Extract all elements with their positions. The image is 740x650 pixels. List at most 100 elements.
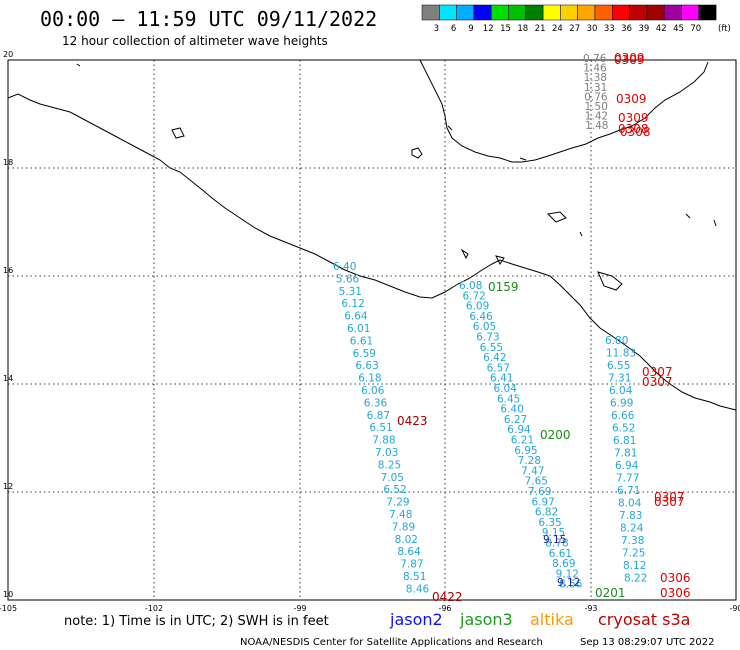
- colorbar-swatch: [698, 4, 717, 21]
- colorbar-unit: (ft): [718, 24, 731, 34]
- colorbar-label: 36: [621, 24, 632, 34]
- lat-label: 14: [3, 374, 13, 383]
- wave-height-value: 7.48: [389, 509, 412, 521]
- wave-height-value: 6.52: [383, 484, 406, 496]
- colorbar-label: 3: [434, 24, 439, 34]
- legend-jason2: jason2: [389, 610, 443, 629]
- colorbar-label: 27: [569, 24, 580, 34]
- wave-height-value: 6.72: [462, 290, 485, 302]
- pass-time-label: 0200: [540, 428, 571, 442]
- wave-height-value: 6.42: [483, 352, 506, 364]
- colorbar-swatch: [439, 4, 457, 21]
- colorbar-label: 15: [500, 24, 511, 34]
- pass-time-label: 0307: [654, 490, 685, 504]
- wave-height-value: 7.28: [518, 455, 541, 467]
- lat-label: 18: [3, 158, 13, 167]
- pass-time-label: 0306: [660, 571, 691, 585]
- wave-height-value: 1.46: [583, 63, 607, 75]
- wave-height-value: 9.15: [543, 534, 566, 546]
- wave-height-value: 6.08: [459, 280, 482, 292]
- colorbar-swatch: [456, 4, 475, 21]
- wave-height-value: 1.31: [584, 82, 607, 94]
- wave-height-value: 6.40: [500, 404, 523, 416]
- wave-height-value: 6.95: [514, 445, 537, 457]
- wave-height-value: 0.76: [584, 91, 608, 103]
- map-frame: [7, 59, 737, 601]
- colorbar-swatch: [663, 4, 682, 21]
- colorbar-swatch: [646, 4, 665, 21]
- wave-height-value: 6.05: [473, 321, 496, 333]
- colorbar-swatch: [594, 4, 613, 21]
- wave-height-value: 8.78: [545, 538, 568, 550]
- wave-height-value: 6.21: [511, 435, 534, 447]
- wave-height-value: 6.66: [611, 410, 635, 422]
- lat-label: 20: [3, 50, 13, 59]
- lon-label: -90: [729, 604, 740, 613]
- wave-height-value: 7.69: [528, 486, 551, 498]
- wave-height-value: 7.83: [619, 510, 642, 522]
- wave-height-value: 7.77: [616, 473, 639, 485]
- colorbar-swatch: [473, 4, 492, 21]
- wave-height-value: 6.41: [490, 373, 513, 385]
- wave-height-value: 6.94: [507, 424, 531, 436]
- wave-height-value: 8.24: [620, 523, 644, 535]
- wave-height-value: 8.04: [618, 498, 642, 510]
- wave-height-value: 11.83: [606, 348, 636, 360]
- pass-time-label: 0309: [614, 53, 645, 67]
- colorbar-swatch: [681, 4, 700, 21]
- lon-label: -96: [438, 604, 451, 613]
- pass-time-label: 0423: [397, 414, 428, 428]
- map-title: 00:00 – 11:59 UTC 09/11/2022: [40, 7, 377, 31]
- wave-height-value: 8.46: [406, 583, 430, 595]
- colorbar-swatch: [542, 4, 561, 21]
- wave-height-value: 8.64: [397, 546, 421, 558]
- wave-height-value: 8.12: [623, 560, 646, 572]
- wave-height-value: 6.52: [612, 423, 635, 435]
- wave-height-value: 6.94: [615, 460, 639, 472]
- wave-height-value: 6.71: [617, 485, 640, 497]
- colorbar-label: 42: [656, 24, 667, 34]
- colorbar-swatch: [421, 4, 440, 21]
- colorbar-label: 45: [673, 24, 684, 34]
- wave-height-value: 7.05: [381, 472, 404, 484]
- colorbar-label: 70: [690, 24, 701, 34]
- wave-height-value: 7.31: [608, 373, 631, 385]
- wave-height-value: 9.15: [542, 527, 565, 539]
- wave-height-value: 6.04: [609, 385, 633, 397]
- wave-height-value: 6.97: [531, 496, 554, 508]
- gulf-coastline: [419, 59, 709, 163]
- lon-label: -93: [584, 604, 597, 613]
- pass-time-label: 0308: [618, 122, 649, 136]
- pass-time-label: 0307: [654, 495, 685, 509]
- wave-height-value: 6.64: [344, 311, 368, 323]
- wave-height-value: 6.59: [353, 348, 376, 360]
- wave-height-value: 9.12: [557, 577, 580, 589]
- wave-height-value: 7.29: [386, 497, 409, 509]
- wave-height-value: 6.61: [549, 548, 572, 560]
- wave-height-value: 7.38: [621, 535, 644, 547]
- colorbar-label: 18: [517, 24, 528, 34]
- pass-time-label: 0201: [595, 586, 626, 600]
- wave-height-value: 7.88: [372, 435, 395, 447]
- wave-height-value: 7.25: [622, 548, 645, 560]
- wave-height-value: 7.89: [392, 521, 415, 533]
- lon-label: -105: [0, 604, 17, 613]
- wave-height-value: 6.18: [358, 373, 381, 385]
- wave-height-value: 6.09: [466, 301, 489, 313]
- wave-height-value: 6.81: [613, 435, 636, 447]
- wave-height-value: 6.01: [347, 323, 370, 335]
- wave-height-value: 6.82: [535, 507, 558, 519]
- pass-time-label: 0309: [618, 111, 649, 125]
- lat-label: 16: [3, 266, 13, 275]
- lat-label: 10: [3, 590, 13, 599]
- wave-height-value: 8.25: [378, 459, 401, 471]
- colorbar-label: 33: [604, 24, 615, 34]
- wave-height-value: 7.47: [521, 465, 544, 477]
- pass-times: 0309030903090309030803080159030703070423…: [397, 51, 691, 604]
- wave-height-value: 6.35: [538, 517, 561, 529]
- wave-height-value: 8.51: [403, 571, 426, 583]
- note-text: note: 1) Time is in UTC; 2) SWH is in fe…: [64, 614, 329, 629]
- colorbar-label: 6: [451, 24, 456, 34]
- wave-height-value: 8.69: [552, 558, 575, 570]
- lat-label: 12: [3, 482, 13, 491]
